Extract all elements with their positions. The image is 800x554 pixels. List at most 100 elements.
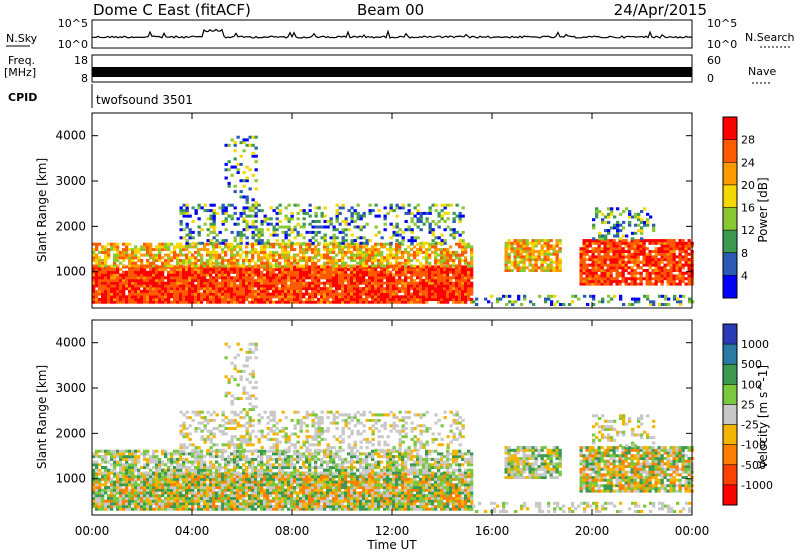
power-cell	[278, 273, 282, 277]
power-cell	[245, 284, 249, 288]
power-cell	[206, 300, 210, 304]
power-cell	[464, 245, 468, 249]
power-cell	[413, 295, 417, 299]
velocity-cell	[107, 480, 111, 484]
power-cell	[449, 270, 453, 274]
power-cell	[296, 241, 300, 245]
velocity-cell	[287, 507, 291, 511]
power-cell	[227, 268, 231, 272]
power-cell	[601, 220, 605, 224]
power-cell	[353, 264, 357, 268]
power-cell	[134, 295, 138, 299]
power-cell	[293, 228, 297, 232]
power-cell	[377, 295, 381, 299]
power-cell	[416, 268, 420, 272]
power-cell	[516, 241, 520, 245]
power-cell	[449, 289, 453, 293]
velocity-cell	[110, 507, 114, 511]
power-cell	[630, 271, 634, 275]
power-cell	[534, 260, 538, 264]
power-cell	[597, 282, 601, 286]
power-cell	[583, 294, 587, 298]
velocity-cell	[164, 496, 168, 500]
power-cell	[380, 295, 384, 299]
power-cell	[461, 259, 465, 262]
power-cell	[669, 247, 673, 251]
power-cell	[185, 279, 189, 282]
power-cell	[290, 276, 294, 280]
power-cell	[504, 266, 508, 270]
velocity-cell	[302, 486, 306, 489]
power-cell	[101, 300, 105, 304]
power-cell	[257, 270, 261, 274]
power-cell	[517, 297, 521, 301]
power-cell	[101, 281, 105, 285]
power-cell	[167, 261, 171, 265]
velocity-cell	[251, 494, 255, 498]
power-cell	[176, 298, 180, 301]
power-cell	[585, 239, 589, 243]
power-cell	[293, 265, 297, 269]
power-cell	[335, 270, 339, 274]
power-cell	[416, 250, 420, 254]
power-cell	[582, 279, 586, 283]
power-cell	[422, 268, 426, 272]
power-cell	[395, 214, 399, 218]
power-cell	[260, 222, 264, 226]
power-cell	[413, 270, 417, 274]
power-cell	[320, 292, 324, 296]
power-cell	[594, 241, 598, 245]
power-cell	[251, 198, 255, 202]
power-cell	[392, 233, 396, 237]
power-cell	[242, 171, 246, 174]
velocity-cell	[251, 502, 255, 506]
velocity-cell	[248, 488, 252, 492]
power-cell	[642, 244, 646, 248]
power-cell	[519, 241, 523, 245]
power-cell	[496, 297, 500, 301]
power-cell	[636, 241, 640, 245]
power-cell	[458, 256, 462, 260]
velocity-cell	[305, 488, 309, 492]
power-cell	[687, 266, 691, 270]
power-cell	[98, 268, 102, 272]
power-cell	[239, 236, 243, 240]
power-cell	[522, 258, 526, 262]
power-cell	[395, 300, 399, 304]
power-cell	[113, 242, 117, 246]
power-cell	[675, 260, 679, 264]
power-cell	[254, 261, 258, 265]
velocity-cell	[302, 488, 306, 492]
power-cell	[434, 250, 438, 254]
power-cell	[639, 239, 643, 243]
velocity-cell	[155, 477, 159, 481]
power-cell	[344, 233, 348, 237]
power-cell	[251, 152, 255, 155]
power-cell	[353, 279, 357, 282]
power-cell	[311, 292, 315, 296]
power-cell	[185, 225, 189, 229]
power-cell	[302, 236, 306, 240]
power-cell	[281, 270, 285, 274]
power-cell	[305, 273, 309, 277]
power-cell	[308, 270, 312, 274]
velocity-cell	[260, 475, 264, 479]
power-cell	[311, 241, 315, 245]
power-cell	[519, 269, 523, 272]
power-cell	[320, 287, 324, 291]
power-cell	[353, 268, 357, 272]
power-cell	[260, 250, 264, 254]
velocity-cell	[131, 491, 135, 495]
power-cell	[630, 252, 634, 256]
power-cell	[281, 245, 285, 249]
power-cell	[215, 270, 219, 274]
power-cell	[398, 264, 402, 268]
power-cell	[212, 220, 216, 223]
velocity-cell	[191, 486, 195, 489]
power-cell	[651, 282, 655, 286]
power-cell	[582, 271, 586, 275]
power-cell	[362, 236, 366, 240]
power-cell	[639, 247, 643, 251]
power-cell	[404, 300, 408, 304]
power-cell	[167, 281, 171, 285]
